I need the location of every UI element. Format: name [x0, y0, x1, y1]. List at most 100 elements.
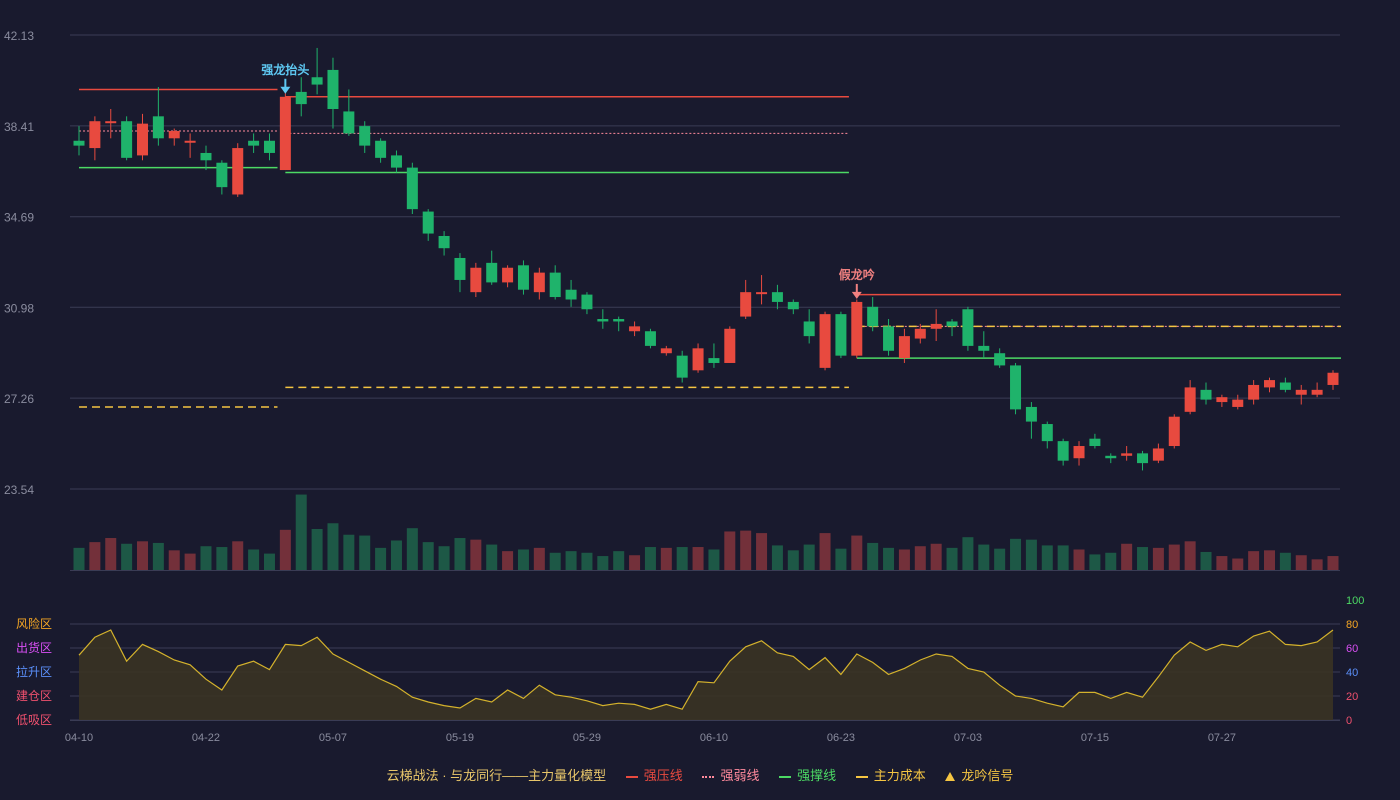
- x-tick-label: 06-10: [700, 732, 728, 744]
- candle-body: [295, 91, 307, 105]
- volume-bar: [1200, 551, 1212, 570]
- candle-body: [406, 167, 418, 210]
- volume-bar: [914, 546, 926, 570]
- volume-bar: [295, 494, 307, 570]
- candle-body: [867, 306, 879, 327]
- candle-body: [343, 111, 355, 134]
- legend-label-cost: 主力成本: [873, 768, 926, 783]
- candle-body: [438, 235, 450, 249]
- candle-body: [883, 326, 895, 351]
- candle-body: [1168, 416, 1180, 447]
- price-tick-label: 42.13: [4, 29, 34, 43]
- candle-body: [390, 155, 402, 168]
- x-tick-label: 04-10: [65, 732, 93, 744]
- legend-label-signal: 龙吟信号: [961, 768, 1014, 783]
- volume-bar: [1041, 545, 1053, 570]
- volume-bar: [835, 548, 847, 570]
- volume-bar: [454, 538, 466, 570]
- candle-body: [978, 345, 990, 351]
- volume-bar: [200, 546, 212, 570]
- volume-bar: [1311, 559, 1323, 570]
- volume-bar: [867, 542, 879, 570]
- candle-body: [279, 96, 291, 171]
- candle-body: [1311, 389, 1323, 395]
- x-tick-label: 07-03: [954, 732, 982, 744]
- volume-bar: [994, 548, 1006, 570]
- volume-bar: [343, 534, 355, 570]
- candle-body: [597, 319, 609, 322]
- candle-body: [1073, 446, 1085, 459]
- candle-body: [1264, 380, 1276, 388]
- x-tick-label: 07-27: [1208, 732, 1236, 744]
- legend-label-weak: 强弱线: [720, 768, 760, 783]
- volume-bar: [73, 547, 85, 570]
- candle-body: [708, 358, 720, 363]
- volume-bar: [819, 533, 831, 570]
- volume-bar: [406, 528, 418, 570]
- candle-body: [486, 262, 498, 283]
- volume-bar: [756, 533, 768, 570]
- candle-body: [168, 130, 180, 139]
- candle-body: [1200, 389, 1212, 400]
- candle-body: [454, 257, 466, 280]
- price-tick-label: 34.69: [4, 211, 34, 225]
- volume-bar: [771, 545, 783, 570]
- volume-bar: [216, 547, 228, 570]
- volume-bar: [517, 549, 529, 570]
- candle-body: [533, 272, 545, 293]
- volume-bar: [359, 535, 371, 570]
- candle-body: [898, 336, 910, 359]
- candle-body: [152, 116, 164, 139]
- candle-body: [851, 301, 863, 356]
- volume-bar: [1057, 545, 1069, 570]
- candle-body: [771, 292, 783, 302]
- candle-body: [1121, 453, 1133, 456]
- volume-bar: [1279, 552, 1291, 570]
- legend-item-weak: 强弱线: [702, 765, 759, 784]
- candle-body: [184, 140, 196, 143]
- volume-bar: [883, 547, 895, 570]
- candle-body: [946, 321, 958, 327]
- candle-body: [1232, 399, 1244, 407]
- volume-bar: [1089, 554, 1101, 570]
- price-tick-label: 27.26: [4, 392, 34, 406]
- volume-bar: [121, 543, 133, 570]
- volume-bar: [1184, 541, 1196, 570]
- volume-bar: [263, 553, 275, 570]
- candle-body: [375, 140, 387, 158]
- volume-bar: [1152, 547, 1164, 570]
- volume-bar: [1073, 549, 1085, 570]
- x-tick-label: 04-22: [192, 732, 220, 744]
- volume-bar: [311, 529, 323, 570]
- candle-body: [216, 162, 228, 188]
- candle-body: [422, 211, 434, 234]
- volume-bar: [1137, 547, 1149, 570]
- candle-body: [121, 121, 133, 158]
- oscillator-tick-label: 20: [1346, 691, 1358, 703]
- x-tick-label: 06-23: [827, 732, 855, 744]
- candle-body: [73, 140, 85, 146]
- signal-arrow-icon: [280, 86, 291, 94]
- oscillator-zone-label: 低吸区: [16, 713, 52, 727]
- volume-bar: [438, 546, 450, 570]
- candle-body: [1248, 384, 1260, 400]
- x-tick-label: 07-15: [1081, 732, 1109, 744]
- x-tick-label: 05-07: [319, 732, 347, 744]
- candle-body: [1137, 453, 1149, 464]
- volume-bar: [486, 544, 498, 570]
- volume-bar: [105, 538, 117, 570]
- oscillator-tick-label: 100: [1346, 595, 1364, 607]
- volume-bar: [1105, 552, 1117, 570]
- legend-item-pressure: 强压线: [625, 765, 683, 784]
- candle-body: [994, 353, 1006, 366]
- legend-label-support: 强撑线: [797, 768, 837, 783]
- volume-bar: [978, 544, 990, 570]
- volume-bar: [1264, 550, 1276, 570]
- oscillator-tick-label: 80: [1346, 619, 1358, 631]
- volume-bar: [581, 552, 593, 570]
- volume-bar: [470, 539, 482, 570]
- oscillator-zone-label: 出货区: [16, 640, 52, 655]
- candle-body: [105, 121, 117, 124]
- volume-bar: [375, 547, 387, 570]
- candle-body: [1025, 406, 1037, 422]
